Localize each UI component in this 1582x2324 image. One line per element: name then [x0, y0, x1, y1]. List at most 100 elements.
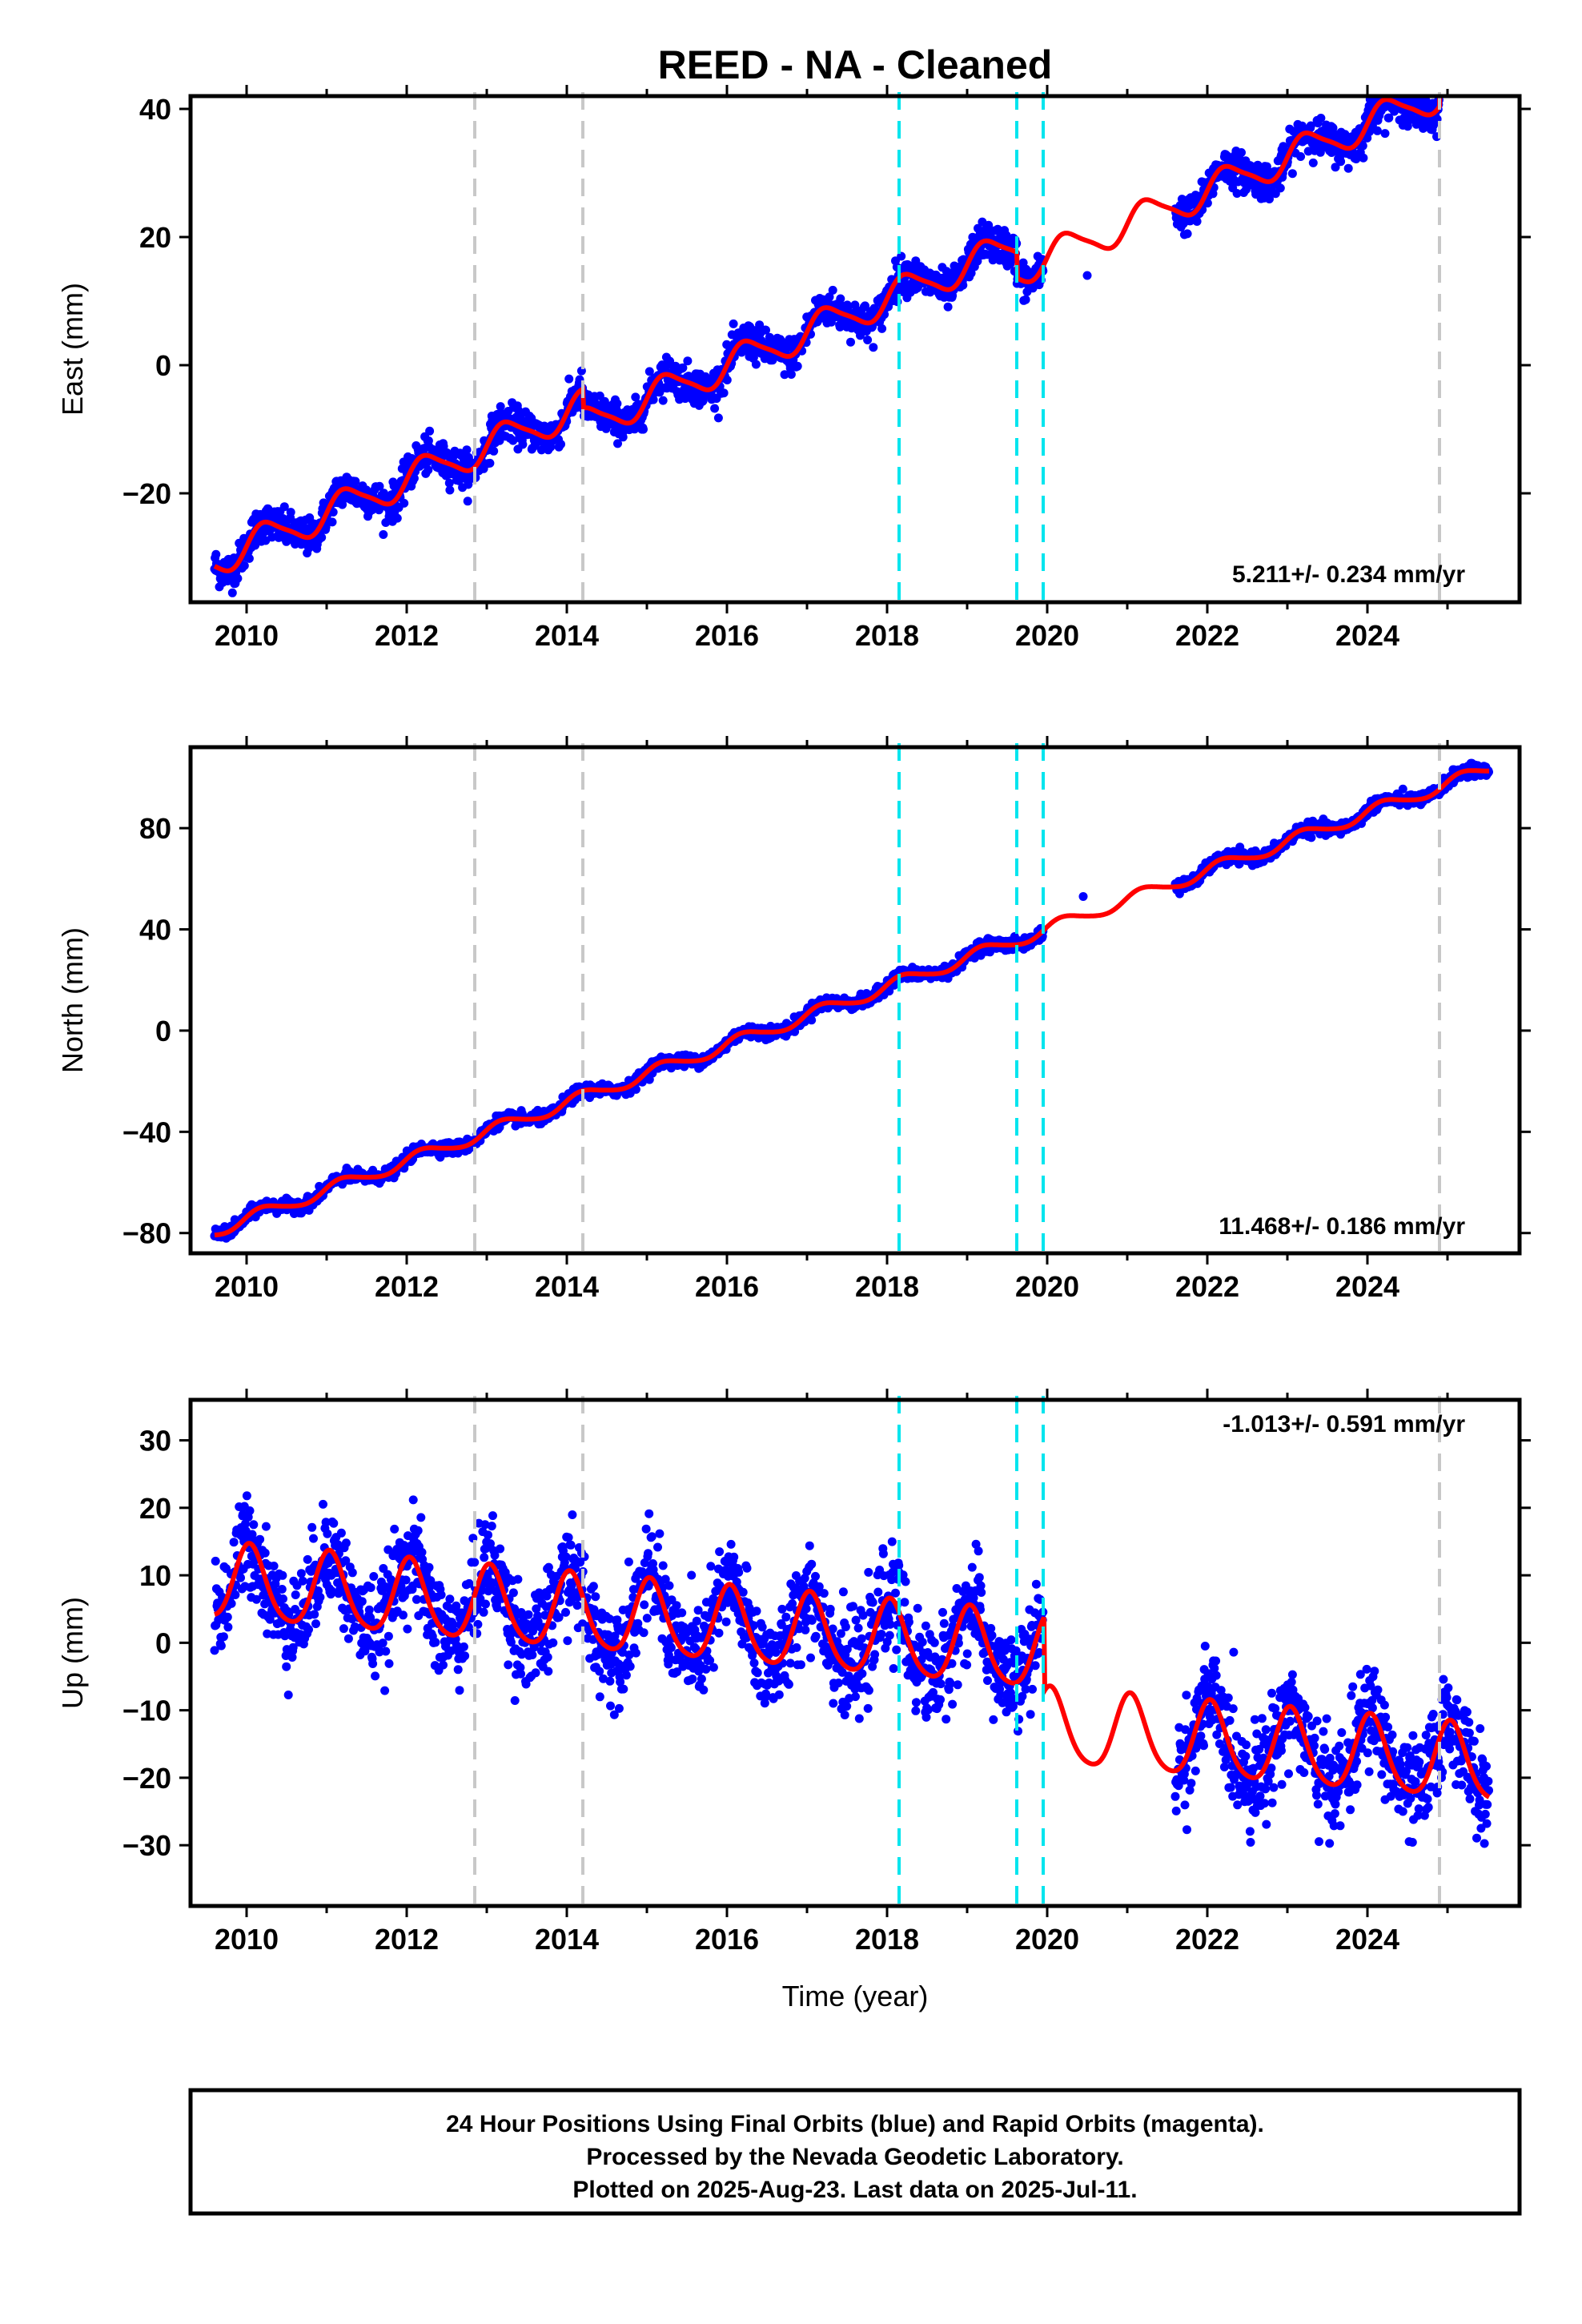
north-y-tick-label: 40 — [139, 914, 171, 947]
east-y-tick-label: 20 — [139, 221, 171, 254]
east-data-point — [1456, 38, 1465, 47]
east-data-point — [1384, 113, 1394, 123]
east-data-point — [1439, 49, 1447, 58]
east-data-point — [943, 302, 953, 312]
east-data-point — [392, 513, 402, 523]
east-data-point — [897, 251, 906, 261]
east-data-point — [1372, 126, 1382, 135]
east-data-point — [409, 473, 419, 483]
up-panel: 2010 2012 2014 2016 2018 2020 2022 2024−30−20−1… — [56, 1389, 1531, 1956]
up-data-point — [216, 1641, 226, 1651]
east-data-point — [1082, 271, 1092, 280]
east-data-point — [1449, 66, 1458, 75]
east-data-point — [1182, 229, 1192, 239]
east-data-point — [1474, 24, 1483, 33]
east-data-point — [564, 374, 574, 384]
east-data-point — [1021, 295, 1030, 304]
east-x-tick-label: 2024 — [1335, 619, 1399, 652]
east-data-point — [1480, 42, 1489, 50]
north-data-point — [1307, 833, 1316, 842]
east-data-point — [518, 440, 528, 449]
east-data-point — [239, 561, 249, 570]
east-data-point — [1328, 123, 1338, 133]
east-data-point — [1380, 129, 1390, 139]
east-data-point — [1468, 35, 1477, 44]
up-data-point — [242, 1491, 251, 1501]
east-x-tick-label: 2020 — [1015, 619, 1079, 652]
north-data-point — [807, 1015, 817, 1025]
east-data-point — [464, 480, 473, 489]
east-data-point — [1473, 26, 1482, 35]
north-y-tick-label: −40 — [122, 1116, 171, 1148]
east-data-point — [1383, 86, 1392, 94]
east-data-point — [1351, 155, 1361, 163]
north-x-tick-label: 2012 — [375, 1270, 439, 1303]
east-data-point — [1303, 147, 1313, 156]
east-data-point — [462, 445, 472, 455]
east-data-point — [485, 458, 495, 468]
east-data-point — [1459, 22, 1468, 30]
east-y-tick-label: 0 — [155, 349, 171, 382]
east-data-point — [1446, 50, 1455, 58]
east-data-point — [1481, 31, 1490, 40]
east-model-curve — [213, 96, 1443, 573]
east-data-point — [1441, 62, 1450, 70]
east-axis-label: East (mm) — [56, 283, 89, 416]
east-plot-area — [210, 20, 1490, 597]
north-x-tick-label: 2020 — [1015, 1270, 1079, 1303]
east-data-point — [1466, 32, 1475, 41]
east-data-point — [1435, 76, 1444, 85]
east-data-point — [508, 436, 518, 445]
east-data-point — [1439, 66, 1447, 75]
east-data-point — [761, 325, 770, 335]
east-data-point — [439, 441, 448, 451]
east-data-point — [665, 356, 675, 366]
up-data-point — [219, 1632, 228, 1642]
east-x-tick-label: 2016 — [695, 619, 759, 652]
up-data-point — [223, 1612, 232, 1622]
east-data-point — [1296, 152, 1306, 161]
east-data-point — [1457, 31, 1466, 40]
figure-title: REED - NA - Cleaned — [658, 42, 1053, 87]
up-data-point — [231, 1590, 240, 1599]
east-data-point — [966, 268, 976, 278]
east-data-point — [1467, 26, 1476, 35]
east-data-point — [444, 478, 454, 488]
east-data-point — [1478, 51, 1487, 60]
east-data-point — [1447, 61, 1456, 70]
up-data-point — [236, 1573, 245, 1582]
east-data-point — [1458, 20, 1467, 29]
east-data-point — [1462, 36, 1471, 45]
east-data-point — [1473, 42, 1482, 50]
up-data-point — [229, 1538, 239, 1547]
east-data-point — [1463, 35, 1472, 44]
east-data-point — [1471, 22, 1480, 30]
east-data-point — [850, 300, 860, 310]
east-data-point — [719, 388, 729, 398]
east-data-point — [836, 294, 845, 304]
east-data-point — [1385, 84, 1394, 93]
east-data-point — [1382, 82, 1391, 90]
east-data-point — [1480, 48, 1488, 57]
east-data-point — [1203, 199, 1212, 208]
east-data-point — [1455, 38, 1464, 47]
east-data-point — [729, 319, 738, 328]
east-data-point — [321, 522, 331, 532]
east-data-point — [291, 540, 300, 549]
east-data-point — [1476, 42, 1484, 51]
east-data-point — [877, 324, 887, 333]
east-data-point — [489, 446, 499, 456]
north-plot-marks: 2010 2012 2014 2016 2018 2020 2022 2024−80−4004… — [122, 736, 1531, 1303]
east-data-point — [1480, 42, 1489, 50]
east-data-point — [299, 523, 309, 533]
east-data-point — [1476, 43, 1485, 52]
east-data-point — [786, 370, 796, 379]
east-data-point — [1358, 141, 1367, 151]
up-data-point — [249, 1520, 259, 1530]
east-data-point — [1275, 183, 1285, 193]
east-data-point — [227, 588, 237, 597]
east-data-point — [1232, 189, 1242, 198]
east-data-point — [1262, 162, 1271, 171]
east-data-point — [1389, 74, 1398, 82]
east-data-point — [1479, 49, 1488, 58]
